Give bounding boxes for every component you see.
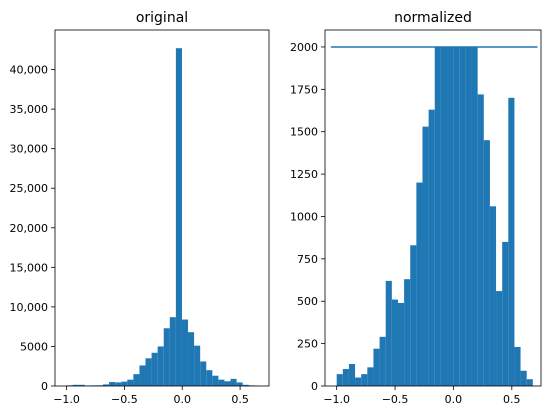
y-tick-label: 10,000 bbox=[10, 301, 49, 314]
x-tick-label: −1.0 bbox=[53, 393, 80, 406]
left-histogram-panel: original 0 5000 10,000 15,000 20,000 25,000 30… bbox=[10, 10, 270, 406]
right-x-axis: −1.0 −0.5 0.0 0.5 bbox=[323, 386, 521, 406]
x-tick-label: 0.0 bbox=[173, 393, 191, 406]
histogram-bar bbox=[230, 378, 237, 386]
left-y-axis: 0 5000 10,000 15,000 20,000 25,000 30,000 35,00… bbox=[10, 64, 55, 393]
histogram-bar bbox=[379, 336, 386, 386]
histogram-bar bbox=[440, 46, 448, 386]
histogram-bar bbox=[72, 384, 79, 386]
histogram-bar bbox=[139, 365, 146, 386]
y-tick-label: 250 bbox=[297, 338, 318, 351]
histogram-bar bbox=[367, 367, 374, 386]
x-tick-label: −0.5 bbox=[382, 393, 409, 406]
y-tick-label: 1750 bbox=[290, 83, 318, 96]
histogram-bar bbox=[428, 109, 435, 386]
y-tick-label: 1000 bbox=[290, 210, 318, 223]
histogram-bar bbox=[404, 279, 411, 386]
histogram-bar bbox=[410, 245, 417, 386]
y-tick-label: 500 bbox=[297, 295, 318, 308]
histogram-bar bbox=[489, 206, 497, 386]
histogram-bar bbox=[434, 46, 441, 386]
y-tick-label: 35,000 bbox=[10, 103, 49, 116]
histogram-bar bbox=[188, 332, 195, 386]
histogram-bar bbox=[465, 46, 472, 386]
y-tick-label: 1500 bbox=[290, 126, 318, 139]
histogram-bar bbox=[385, 280, 392, 386]
histogram-bar bbox=[109, 382, 116, 386]
left-chart-title: original bbox=[136, 10, 188, 26]
histogram-bar bbox=[163, 328, 170, 386]
left-plot-frame bbox=[54, 29, 270, 387]
histogram-bar bbox=[157, 346, 164, 386]
y-tick-label: 1250 bbox=[290, 168, 318, 181]
histogram-bar bbox=[181, 319, 189, 386]
right-y-axis: 0 250 500 750 1000 1250 1500 1750 2000 bbox=[290, 41, 325, 393]
histogram-bar bbox=[459, 46, 466, 386]
histogram-bar bbox=[200, 361, 207, 386]
y-tick-label: 0 bbox=[41, 380, 48, 393]
histogram-bar bbox=[133, 374, 140, 386]
right-plot-frame bbox=[324, 29, 542, 387]
histogram-bar bbox=[453, 46, 460, 386]
histogram-bar bbox=[348, 363, 356, 386]
histogram-bar bbox=[496, 291, 503, 386]
x-tick-label: 0.0 bbox=[445, 393, 463, 406]
histogram-bar bbox=[477, 94, 484, 387]
histogram-bar bbox=[508, 97, 515, 387]
histogram-bar bbox=[355, 377, 362, 386]
x-tick-label: −0.5 bbox=[111, 393, 138, 406]
histogram-bar bbox=[416, 182, 423, 386]
histogram-bar bbox=[121, 381, 128, 386]
histogram-bar bbox=[145, 358, 152, 386]
histogram-bar bbox=[397, 302, 405, 386]
histogram-bar bbox=[520, 370, 527, 386]
right-bars bbox=[336, 46, 533, 387]
histogram-bar bbox=[169, 317, 176, 386]
y-tick-label: 40,000 bbox=[10, 64, 49, 77]
histogram-bar bbox=[242, 384, 249, 386]
histogram-bar bbox=[483, 140, 490, 386]
histogram-bar bbox=[127, 379, 134, 386]
histogram-bar bbox=[502, 241, 509, 386]
histogram-bar bbox=[361, 374, 368, 386]
histogram-bar bbox=[151, 352, 158, 386]
histogram-bar bbox=[224, 381, 231, 386]
histogram-bar bbox=[212, 375, 219, 386]
y-tick-label: 5000 bbox=[20, 340, 48, 353]
histogram-bar bbox=[422, 126, 429, 386]
histogram-bar bbox=[471, 46, 478, 386]
x-tick-label: −1.0 bbox=[323, 393, 350, 406]
histogram-bar bbox=[218, 379, 225, 386]
right-histogram-panel: normalized 0 250 500 750 1000 1250 1500 1750 200… bbox=[290, 10, 542, 406]
y-tick-label: 15,000 bbox=[10, 261, 49, 274]
histogram-bar bbox=[175, 48, 182, 386]
histogram-bar bbox=[447, 46, 454, 386]
histogram-bar bbox=[514, 347, 521, 386]
y-tick-label: 0 bbox=[311, 380, 318, 393]
left-x-axis: −1.0 −0.5 0.0 0.5 bbox=[53, 386, 249, 406]
y-tick-label: 25,000 bbox=[10, 182, 49, 195]
left-bars bbox=[66, 48, 261, 386]
y-tick-label: 2000 bbox=[290, 41, 318, 54]
y-tick-label: 30,000 bbox=[10, 143, 49, 156]
x-tick-label: 0.5 bbox=[231, 393, 249, 406]
right-chart-title: normalized bbox=[394, 10, 472, 26]
histogram-bar bbox=[391, 299, 398, 386]
y-tick-label: 20,000 bbox=[10, 222, 49, 235]
x-tick-label: 0.5 bbox=[503, 393, 521, 406]
histogram-bar bbox=[115, 382, 122, 386]
histogram-bar bbox=[236, 382, 243, 386]
histogram-bar bbox=[103, 384, 110, 386]
histogram-bar bbox=[336, 374, 343, 386]
histogram-bar bbox=[206, 370, 213, 386]
histogram-bar bbox=[342, 369, 349, 386]
histogram-bar bbox=[526, 379, 533, 386]
histogram-bar bbox=[373, 348, 380, 386]
histogram-bar bbox=[194, 345, 201, 386]
histogram-bar bbox=[78, 384, 85, 386]
y-tick-label: 750 bbox=[297, 253, 318, 266]
